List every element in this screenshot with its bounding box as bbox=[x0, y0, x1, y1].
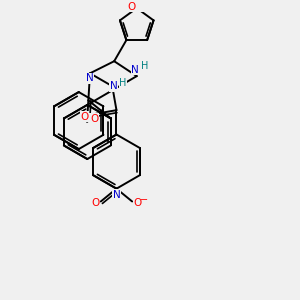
Text: O: O bbox=[92, 198, 100, 208]
Text: O: O bbox=[128, 2, 136, 12]
Text: H: H bbox=[119, 78, 127, 88]
Text: O: O bbox=[81, 112, 89, 122]
Text: N: N bbox=[110, 81, 118, 91]
Text: O: O bbox=[133, 198, 141, 208]
Text: N: N bbox=[112, 190, 120, 200]
Text: N: N bbox=[86, 74, 94, 83]
Text: N: N bbox=[131, 65, 139, 75]
Text: O: O bbox=[90, 114, 98, 124]
Text: H: H bbox=[141, 61, 148, 70]
Text: −: − bbox=[140, 195, 148, 205]
